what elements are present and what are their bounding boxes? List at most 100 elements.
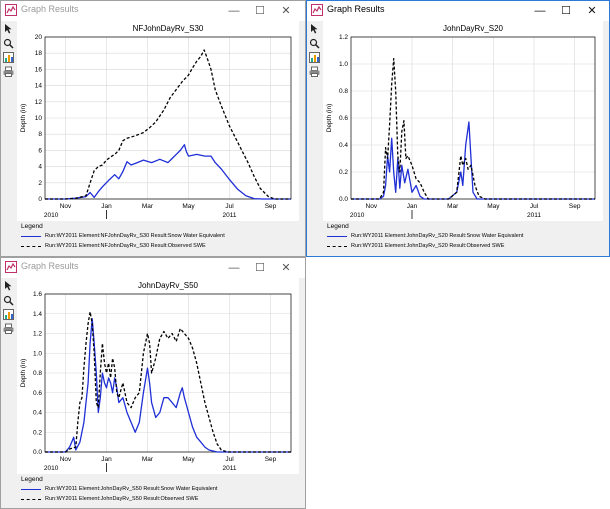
minimize-button[interactable]: — (228, 5, 240, 17)
y-tick-label: 0.4 (33, 410, 42, 417)
legend-title: Legend (327, 223, 349, 230)
y-tick-label: 1.4 (33, 311, 42, 318)
title-bar[interactable]: Graph Results — ☐ ✕ (1, 258, 305, 278)
x-tick-label: Sep (265, 203, 277, 210)
pointer-icon[interactable] (3, 280, 14, 291)
x-tick-label: Mar (447, 203, 459, 210)
graph-window-johndayrv-s20[interactable]: Graph Results — ☐ ✕ JohnDayRv_S20 0.0 0.2 0… (306, 0, 610, 257)
swe-line-chart: NFJohnDayRv_S30 0 2 4 6 8 10 12 14 16 18 20 Nov Jan Ma… (20, 24, 292, 219)
y-tick-label: 16 (35, 66, 43, 73)
print-icon[interactable] (309, 66, 320, 77)
title-bar[interactable]: Graph Results — ☐ ✕ (1, 1, 305, 21)
maximize-button[interactable]: ☐ (255, 262, 265, 274)
y-tick-label: 1.0 (339, 61, 348, 68)
zoom-icon[interactable] (309, 38, 320, 49)
y-tick-label: 1.6 (33, 291, 42, 298)
y-tick-label: 12 (35, 99, 43, 106)
print-icon[interactable] (3, 66, 14, 77)
graph-results-icon (311, 4, 323, 16)
close-button[interactable]: ✕ (281, 5, 291, 17)
x-tick-label: Nov (60, 456, 72, 463)
maximize-button[interactable]: ☐ (561, 5, 571, 17)
x-tick-label: Jul (530, 203, 539, 210)
y-tick-label: 0.6 (33, 390, 42, 397)
y-tick-label: 0.6 (339, 115, 348, 122)
y-axis-label: Depth (in) (326, 104, 333, 133)
window-title: Graph Results (21, 261, 79, 271)
x-tick-label: May (182, 203, 195, 210)
y-tick-label: 0.8 (33, 370, 42, 377)
y-tick-label: 0.0 (339, 196, 348, 203)
x-tick-label: Jul (225, 203, 234, 210)
y-tick-label: 10 (35, 115, 43, 122)
x-tick-label: May (487, 203, 500, 210)
series-line-observed (45, 311, 291, 453)
window-title: Graph Results (327, 4, 385, 14)
plot-area[interactable]: JohnDayRv_S50 0.0 0.2 0.4 0.6 0.8 1.0 1.2 1.4 1.6… (17, 278, 299, 474)
chart-props-icon[interactable] (3, 52, 14, 63)
close-button[interactable]: ✕ (281, 262, 291, 274)
y-tick-label: 6 (38, 147, 42, 154)
chart-title: JohnDayRv_S50 (138, 281, 199, 290)
x-tick-label: Mar (142, 456, 154, 463)
y-tick-label: 1.2 (33, 331, 42, 338)
x-tick-label: May (182, 456, 195, 463)
graph-results-icon (5, 261, 17, 273)
y-tick-label: 1.0 (33, 350, 42, 357)
legend: Legend Run:WY2011 Element:JohnDayRv_S20 … (323, 223, 603, 255)
zoom-icon[interactable] (3, 295, 14, 306)
x-year-label: 2011 (527, 212, 541, 219)
swe-line-chart: JohnDayRv_S50 0.0 0.2 0.4 0.6 0.8 1.0 1.2 1.4 1.6… (20, 281, 292, 472)
legend-label: Run:WY2011 Element:NFJohnDayRv_S30 Resul… (45, 243, 206, 249)
minimize-button[interactable]: — (534, 5, 546, 17)
x-tick-label: Jan (101, 203, 112, 210)
y-tick-label: 4 (38, 164, 42, 171)
chart-title: NFJohnDayRv_S30 (133, 24, 204, 33)
zoom-icon[interactable] (3, 38, 14, 49)
series-line-observed (351, 57, 595, 200)
y-tick-label: 18 (35, 50, 43, 57)
series-line-simulated (45, 144, 291, 200)
y-tick-label: 14 (35, 83, 43, 90)
title-bar[interactable]: Graph Results — ☐ ✕ (307, 1, 609, 21)
y-tick-label: 0.0 (33, 449, 42, 456)
x-tick-label: Jan (407, 203, 418, 210)
y-tick-label: 0 (38, 196, 42, 203)
x-year-label: 2011 (223, 465, 237, 472)
x-tick-label: Mar (142, 203, 154, 210)
graph-window-nfjohndayrv-s30[interactable]: Graph Results — ☐ ✕ NFJohnDayRv_S30 0 2 4 6 8… (0, 0, 306, 257)
graph-window-johndayrv-s50[interactable]: Graph Results — ☐ ✕ JohnDayRv_S50 0.0 0.2 0… (0, 257, 306, 509)
y-tick-label: 8 (38, 131, 42, 138)
y-tick-label: 0.2 (339, 169, 348, 176)
plot-area[interactable]: NFJohnDayRv_S30 0 2 4 6 8 10 12 14 16 18 20 Nov Jan Ma… (17, 21, 299, 221)
pointer-icon[interactable] (3, 23, 14, 34)
pointer-icon[interactable] (309, 23, 320, 34)
plot-frame (350, 36, 596, 200)
x-tick-label: Sep (569, 203, 581, 210)
maximize-button[interactable]: ☐ (255, 5, 265, 17)
legend-label: Run:WY2011 Element:JohnDayRv_S20 Result:… (351, 233, 524, 239)
minimize-button[interactable]: — (228, 262, 240, 274)
x-tick-label: Nov (366, 203, 378, 210)
y-tick-label: 0.2 (33, 429, 42, 436)
legend-label: Run:WY2011 Element:JohnDayRv_S20 Result:… (351, 243, 505, 249)
legend-swatch (21, 236, 41, 237)
y-tick-label: 0.4 (339, 142, 348, 149)
legend-title: Legend (21, 476, 43, 483)
y-tick-label: 2 (38, 180, 42, 187)
chart-props-icon[interactable] (3, 309, 14, 320)
close-button[interactable]: ✕ (587, 5, 597, 17)
x-year-label: 2010 (350, 212, 365, 219)
y-tick-label: 0.8 (339, 88, 348, 95)
series-line-observed (45, 49, 291, 200)
plot-area[interactable]: JohnDayRv_S20 0.0 0.2 0.4 0.6 0.8 1.0 1.2 Nov Jan… (323, 21, 603, 221)
series-line-simulated (45, 318, 291, 453)
window-title: Graph Results (21, 4, 79, 14)
x-tick-label: Jul (225, 456, 234, 463)
legend-label: Run:WY2011 Element:NFJohnDayRv_S30 Resul… (45, 233, 225, 239)
print-icon[interactable] (3, 323, 14, 334)
series-line-simulated (351, 121, 595, 200)
chart-props-icon[interactable] (309, 52, 320, 63)
y-tick-label: 20 (35, 34, 43, 41)
y-axis-label: Depth (in) (20, 359, 27, 388)
